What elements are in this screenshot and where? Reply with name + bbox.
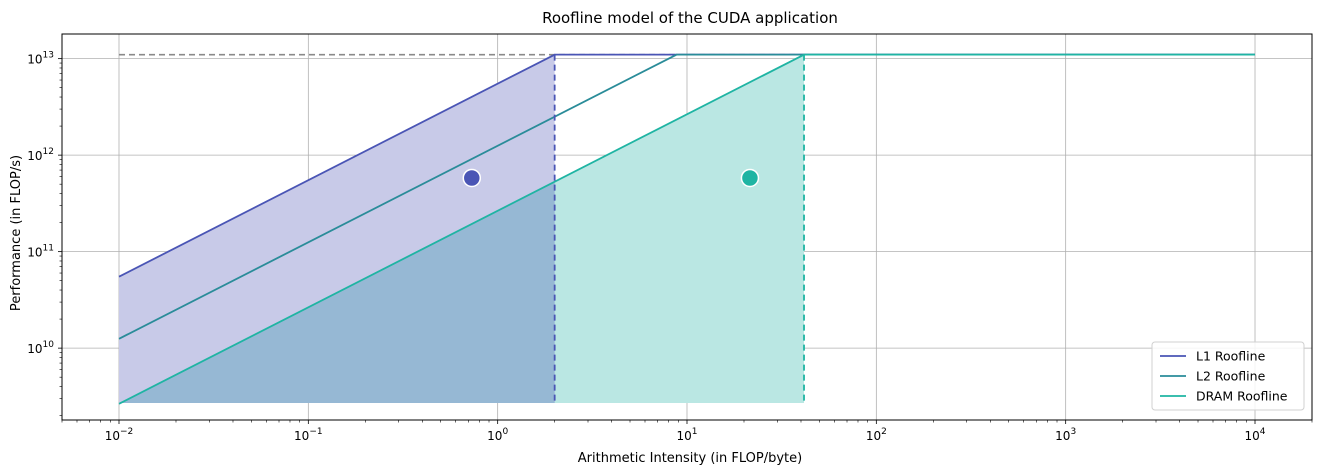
data-points [462,168,760,188]
x-tick-label: 104 [1244,427,1265,443]
y-tick-label: 1010 [27,340,54,356]
x-tick-label: 100 [487,427,508,443]
x-axis-label: Arithmetic Intensity (in FLOP/byte) [578,451,802,466]
x-tick-label: 101 [676,427,697,443]
y-tick-label: 1012 [27,147,54,163]
legend-label: L2 Roofline [1196,369,1266,384]
y-tick-label: 1013 [27,51,54,67]
ticks: 10−2 10−1 100 101 102 103 104 1010 1011 1012 1013 [27,51,1313,443]
legend: L1 Roofline L2 Roofline DRAM Roofline [1151,341,1305,411]
roofline-lines [118,53,1256,405]
x-tick-label: 10−1 [294,427,323,443]
y-tick-label: 1011 [27,244,54,260]
data-point [740,168,760,188]
legend-label: DRAM Roofline [1196,389,1288,404]
x-tick-label: 103 [1055,427,1076,443]
legend-label: L1 Roofline [1196,349,1266,364]
y-axis-label: Performance (in FLOP/s) [9,155,24,311]
x-tick-label: 102 [866,427,887,443]
data-point [462,168,482,188]
chart-title: Roofline model of the CUDA application [542,9,838,27]
x-tick-label: 10−2 [105,427,134,443]
legend-box [1151,341,1305,411]
